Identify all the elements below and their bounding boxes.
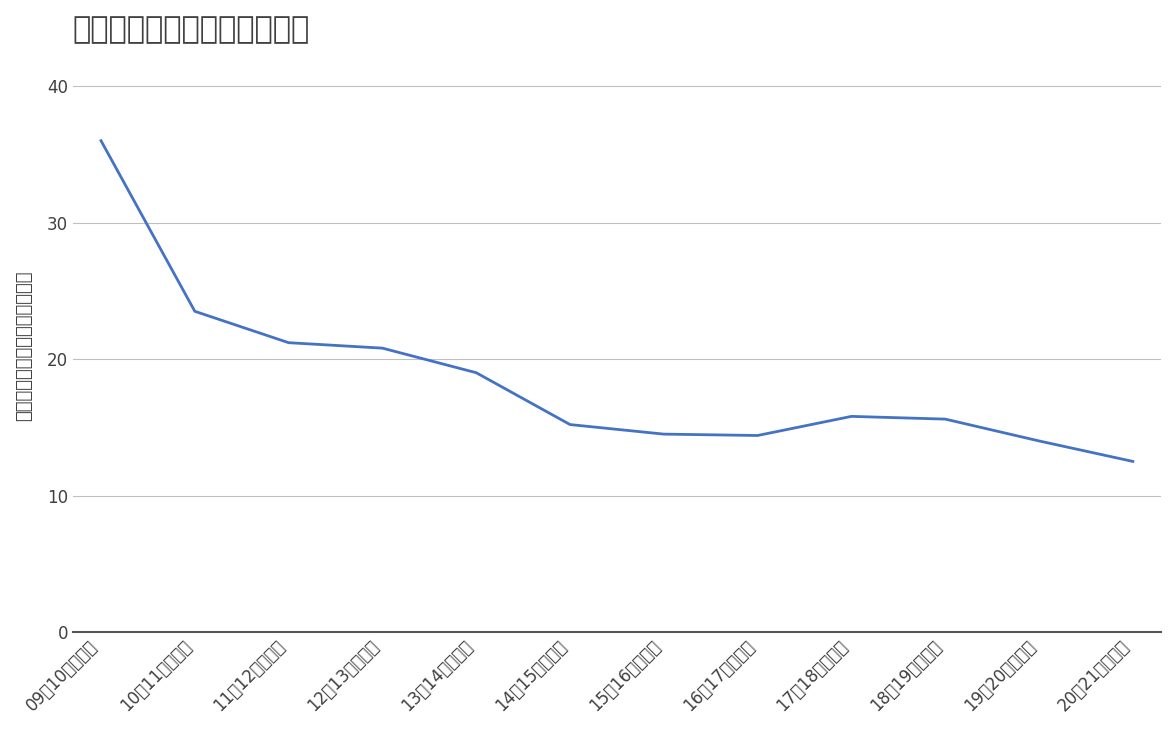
Y-axis label: 平均寄付金額（単位：米ドル）: 平均寄付金額（単位：米ドル） xyxy=(15,270,33,420)
Text: 会計年度ごとの平均寄付金額: 会計年度ごとの平均寄付金額 xyxy=(73,15,310,44)
